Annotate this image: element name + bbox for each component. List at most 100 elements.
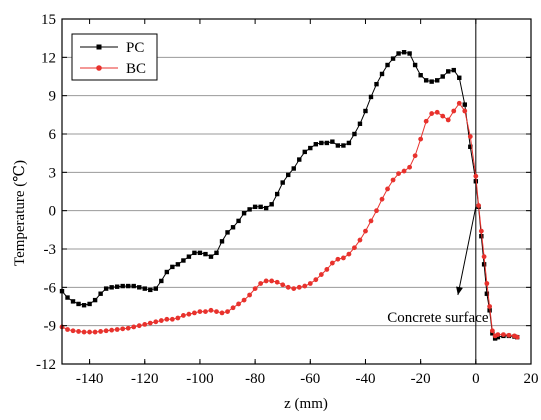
- data-point: [159, 278, 164, 284]
- data-point: [142, 286, 147, 291]
- y-tick-label: 0: [49, 204, 57, 220]
- data-point: [203, 251, 208, 257]
- data-point: [329, 260, 335, 266]
- data-point: [379, 71, 385, 77]
- data-point: [180, 313, 186, 318]
- annotation-arrowhead: [456, 286, 463, 295]
- legend-label: BC: [126, 61, 146, 77]
- data-point: [208, 307, 214, 313]
- data-point: [164, 269, 170, 275]
- x-tick-label: -100: [186, 371, 214, 387]
- data-point: [236, 301, 241, 307]
- data-point: [297, 157, 302, 162]
- data-point: [137, 285, 142, 290]
- data-point: [81, 329, 87, 335]
- data-point: [109, 327, 115, 333]
- data-point: [357, 121, 363, 126]
- data-point: [457, 75, 462, 80]
- y-tick-label: 15: [41, 12, 56, 28]
- y-tick-label: 9: [49, 89, 57, 105]
- data-point: [230, 305, 236, 311]
- y-axis-label: Temperature (℃): [12, 160, 28, 266]
- x-tick-label: -120: [131, 371, 159, 387]
- data-point: [489, 328, 495, 334]
- data-point: [252, 286, 258, 292]
- data-point: [241, 211, 247, 216]
- data-point: [478, 228, 484, 234]
- data-point: [219, 239, 225, 244]
- data-point: [302, 283, 308, 289]
- data-point: [203, 309, 208, 315]
- data-point: [114, 284, 120, 289]
- data-point: [286, 172, 291, 178]
- data-point: [352, 131, 357, 137]
- data-point: [125, 325, 131, 331]
- data-point: [501, 332, 506, 338]
- data-point: [70, 299, 76, 304]
- data-point: [335, 256, 341, 262]
- data-point: [247, 207, 252, 212]
- data-point: [258, 204, 263, 210]
- data-point: [451, 67, 456, 73]
- data-point: [147, 320, 153, 326]
- data-point: [418, 73, 423, 78]
- data-point: [280, 282, 286, 288]
- data-point: [324, 267, 330, 272]
- data-point: [423, 78, 429, 83]
- data-point: [363, 228, 368, 234]
- data-point: [76, 329, 81, 334]
- data-point: [142, 321, 148, 327]
- data-point: [302, 149, 307, 155]
- data-point: [87, 301, 92, 307]
- data-point: [445, 117, 451, 123]
- data-point: [324, 140, 330, 146]
- data-point: [92, 329, 98, 335]
- data-point: [247, 292, 253, 298]
- data-point: [462, 108, 468, 114]
- data-point: [236, 218, 241, 224]
- data-point: [170, 264, 175, 270]
- data-point: [374, 208, 379, 214]
- data-point: [65, 295, 70, 300]
- annotation: Concrete surface: [387, 206, 489, 326]
- data-point: [451, 108, 457, 114]
- data-point: [120, 326, 126, 332]
- data-point: [274, 191, 280, 197]
- data-point: [153, 319, 159, 325]
- series-BC: [59, 100, 520, 340]
- series-PC: [59, 50, 520, 341]
- data-point: [181, 258, 186, 263]
- data-point: [476, 203, 481, 208]
- data-point: [192, 250, 197, 256]
- data-point: [385, 62, 390, 68]
- data-point: [285, 284, 291, 290]
- series-line-PC: [61, 51, 518, 340]
- data-point: [186, 311, 192, 317]
- data-point: [241, 297, 247, 303]
- series-line-BC: [61, 102, 518, 338]
- data-point: [363, 108, 368, 114]
- data-point: [225, 309, 230, 315]
- data-point: [197, 250, 203, 256]
- data-point: [269, 278, 275, 284]
- data-point: [258, 281, 264, 286]
- x-tick-label: -60: [300, 371, 320, 387]
- y-tick-label: 6: [49, 127, 57, 143]
- data-point: [76, 301, 81, 307]
- data-point: [81, 303, 87, 308]
- data-point: [230, 225, 236, 230]
- data-point: [319, 140, 324, 146]
- data-point: [280, 180, 285, 185]
- annotation-arrow: [457, 206, 477, 296]
- data-point: [208, 254, 214, 259]
- x-tick-label: 0: [472, 371, 480, 387]
- data-point: [263, 205, 269, 211]
- data-point: [269, 202, 274, 207]
- data-point: [214, 250, 219, 256]
- data-point: [446, 69, 451, 74]
- data-point: [164, 316, 170, 322]
- data-point: [92, 297, 98, 303]
- data-point: [274, 279, 280, 285]
